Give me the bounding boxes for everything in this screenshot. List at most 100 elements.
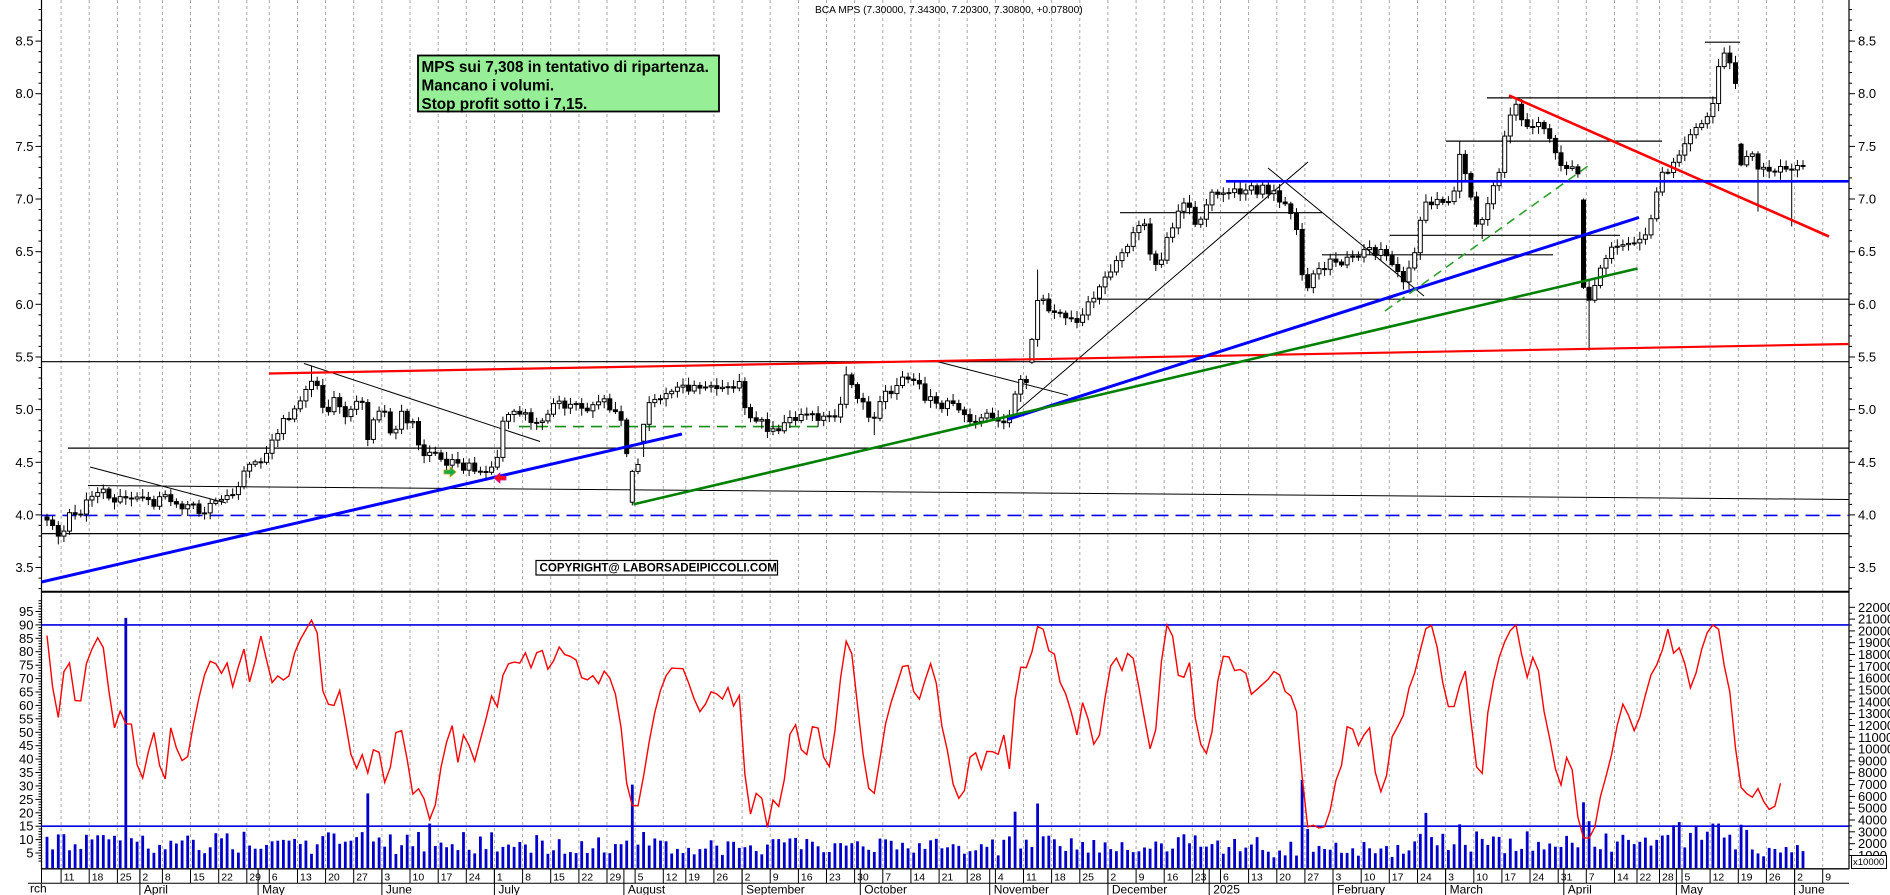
- svg-text:Mancano i volumi.: Mancano i volumi.: [422, 78, 555, 95]
- svg-text:23: 23: [1195, 872, 1207, 884]
- svg-text:5: 5: [1685, 872, 1691, 884]
- svg-text:4: 4: [998, 872, 1004, 884]
- svg-text:7.5: 7.5: [1858, 139, 1876, 154]
- svg-text:29: 29: [610, 872, 622, 884]
- svg-text:18: 18: [1054, 872, 1066, 884]
- svg-text:17: 17: [1392, 872, 1404, 884]
- svg-text:20: 20: [328, 872, 340, 884]
- svg-text:24: 24: [1420, 872, 1432, 884]
- svg-text:31: 31: [1561, 872, 1573, 884]
- svg-text:25: 25: [120, 872, 132, 884]
- svg-text:5.5: 5.5: [1858, 350, 1876, 365]
- svg-text:14: 14: [913, 872, 925, 884]
- svg-text:BCA MPS (7.30000, 7.34300, 7.2: BCA MPS (7.30000, 7.34300, 7.20300, 7.30…: [815, 5, 1083, 16]
- svg-text:8: 8: [525, 872, 531, 884]
- svg-text:MPS sui 7,308 in tentativo di: MPS sui 7,308 in tentativo di ripartenza…: [422, 59, 709, 76]
- svg-text:5.0: 5.0: [15, 402, 33, 417]
- svg-text:rch: rch: [30, 882, 47, 895]
- svg-text:December: December: [1112, 883, 1167, 895]
- svg-text:May: May: [1680, 883, 1703, 895]
- svg-text:COPYRIGHT@ LABORSADEIPICCOLI.C: COPYRIGHT@ LABORSADEIPICCOLI.COM: [540, 562, 777, 575]
- svg-text:22: 22: [581, 872, 593, 884]
- svg-text:8: 8: [165, 872, 171, 884]
- svg-text:3.5: 3.5: [1858, 560, 1876, 575]
- svg-text:10000: 10000: [1858, 742, 1890, 757]
- svg-text:29: 29: [249, 872, 261, 884]
- svg-text:15000: 15000: [1858, 683, 1890, 698]
- svg-text:22000: 22000: [1858, 600, 1890, 615]
- svg-text:4.5: 4.5: [15, 455, 33, 470]
- svg-text:2: 2: [1110, 872, 1116, 884]
- svg-text:40: 40: [19, 752, 33, 767]
- svg-text:80: 80: [19, 644, 33, 659]
- svg-text:May: May: [262, 883, 285, 895]
- svg-text:21000: 21000: [1858, 612, 1890, 627]
- svg-text:7000: 7000: [1858, 777, 1887, 792]
- svg-text:6.0: 6.0: [1858, 297, 1876, 312]
- svg-text:17: 17: [1504, 872, 1516, 884]
- svg-text:8.0: 8.0: [15, 86, 33, 101]
- svg-text:10: 10: [19, 832, 33, 847]
- svg-text:3: 3: [1448, 872, 1454, 884]
- svg-text:9: 9: [1139, 872, 1145, 884]
- svg-text:45: 45: [19, 738, 33, 753]
- svg-text:90: 90: [19, 617, 33, 632]
- svg-text:8.0: 8.0: [1858, 86, 1876, 101]
- svg-text:2: 2: [745, 872, 751, 884]
- svg-text:35: 35: [19, 765, 33, 780]
- svg-text:18000: 18000: [1858, 647, 1890, 662]
- svg-text:June: June: [386, 883, 412, 895]
- svg-text:9: 9: [773, 872, 779, 884]
- svg-text:5: 5: [26, 846, 33, 861]
- svg-text:June: June: [1799, 883, 1825, 895]
- svg-text:19000: 19000: [1858, 635, 1890, 650]
- svg-text:25: 25: [19, 792, 33, 807]
- svg-text:6: 6: [1223, 872, 1229, 884]
- svg-text:July: July: [498, 883, 519, 895]
- svg-text:28: 28: [1662, 872, 1674, 884]
- svg-text:7.0: 7.0: [15, 192, 33, 207]
- svg-text:5.0: 5.0: [1858, 402, 1876, 417]
- svg-text:11000: 11000: [1858, 730, 1890, 745]
- svg-text:28: 28: [970, 872, 982, 884]
- svg-text:19: 19: [1741, 872, 1753, 884]
- svg-text:4.0: 4.0: [1858, 507, 1876, 522]
- svg-text:3: 3: [384, 872, 390, 884]
- svg-text:16: 16: [1167, 872, 1179, 884]
- svg-text:x10000: x10000: [1853, 857, 1884, 868]
- svg-text:2025: 2025: [1213, 883, 1240, 895]
- svg-text:15: 15: [553, 872, 565, 884]
- svg-text:23: 23: [829, 872, 841, 884]
- svg-text:11: 11: [64, 872, 75, 884]
- svg-text:13000: 13000: [1858, 706, 1890, 721]
- svg-text:6.5: 6.5: [15, 244, 33, 259]
- svg-text:6: 6: [272, 872, 278, 884]
- svg-text:27: 27: [356, 872, 368, 884]
- svg-text:2000: 2000: [1858, 836, 1887, 851]
- svg-text:8.5: 8.5: [1858, 34, 1876, 49]
- svg-text:9000: 9000: [1858, 753, 1887, 768]
- svg-text:21: 21: [942, 872, 954, 884]
- svg-text:4.5: 4.5: [1858, 455, 1876, 470]
- svg-text:22: 22: [1640, 872, 1652, 884]
- svg-text:10: 10: [1364, 872, 1376, 884]
- svg-text:6.5: 6.5: [1858, 244, 1876, 259]
- svg-text:30: 30: [19, 778, 33, 793]
- svg-text:3.5: 3.5: [15, 560, 33, 575]
- svg-text:September: September: [746, 883, 805, 895]
- svg-text:25: 25: [1082, 872, 1094, 884]
- svg-text:26: 26: [716, 872, 728, 884]
- svg-text:11: 11: [1026, 872, 1037, 884]
- svg-text:3: 3: [1336, 872, 1342, 884]
- svg-text:60: 60: [19, 698, 33, 713]
- svg-text:8000: 8000: [1858, 765, 1887, 780]
- svg-text:12: 12: [666, 872, 678, 884]
- svg-text:20: 20: [1279, 872, 1291, 884]
- svg-text:26: 26: [1769, 872, 1781, 884]
- svg-text:18: 18: [92, 872, 104, 884]
- svg-text:7: 7: [885, 872, 891, 884]
- svg-text:24: 24: [469, 872, 481, 884]
- svg-text:7: 7: [1589, 872, 1595, 884]
- svg-text:13: 13: [1251, 872, 1263, 884]
- svg-text:10: 10: [413, 872, 425, 884]
